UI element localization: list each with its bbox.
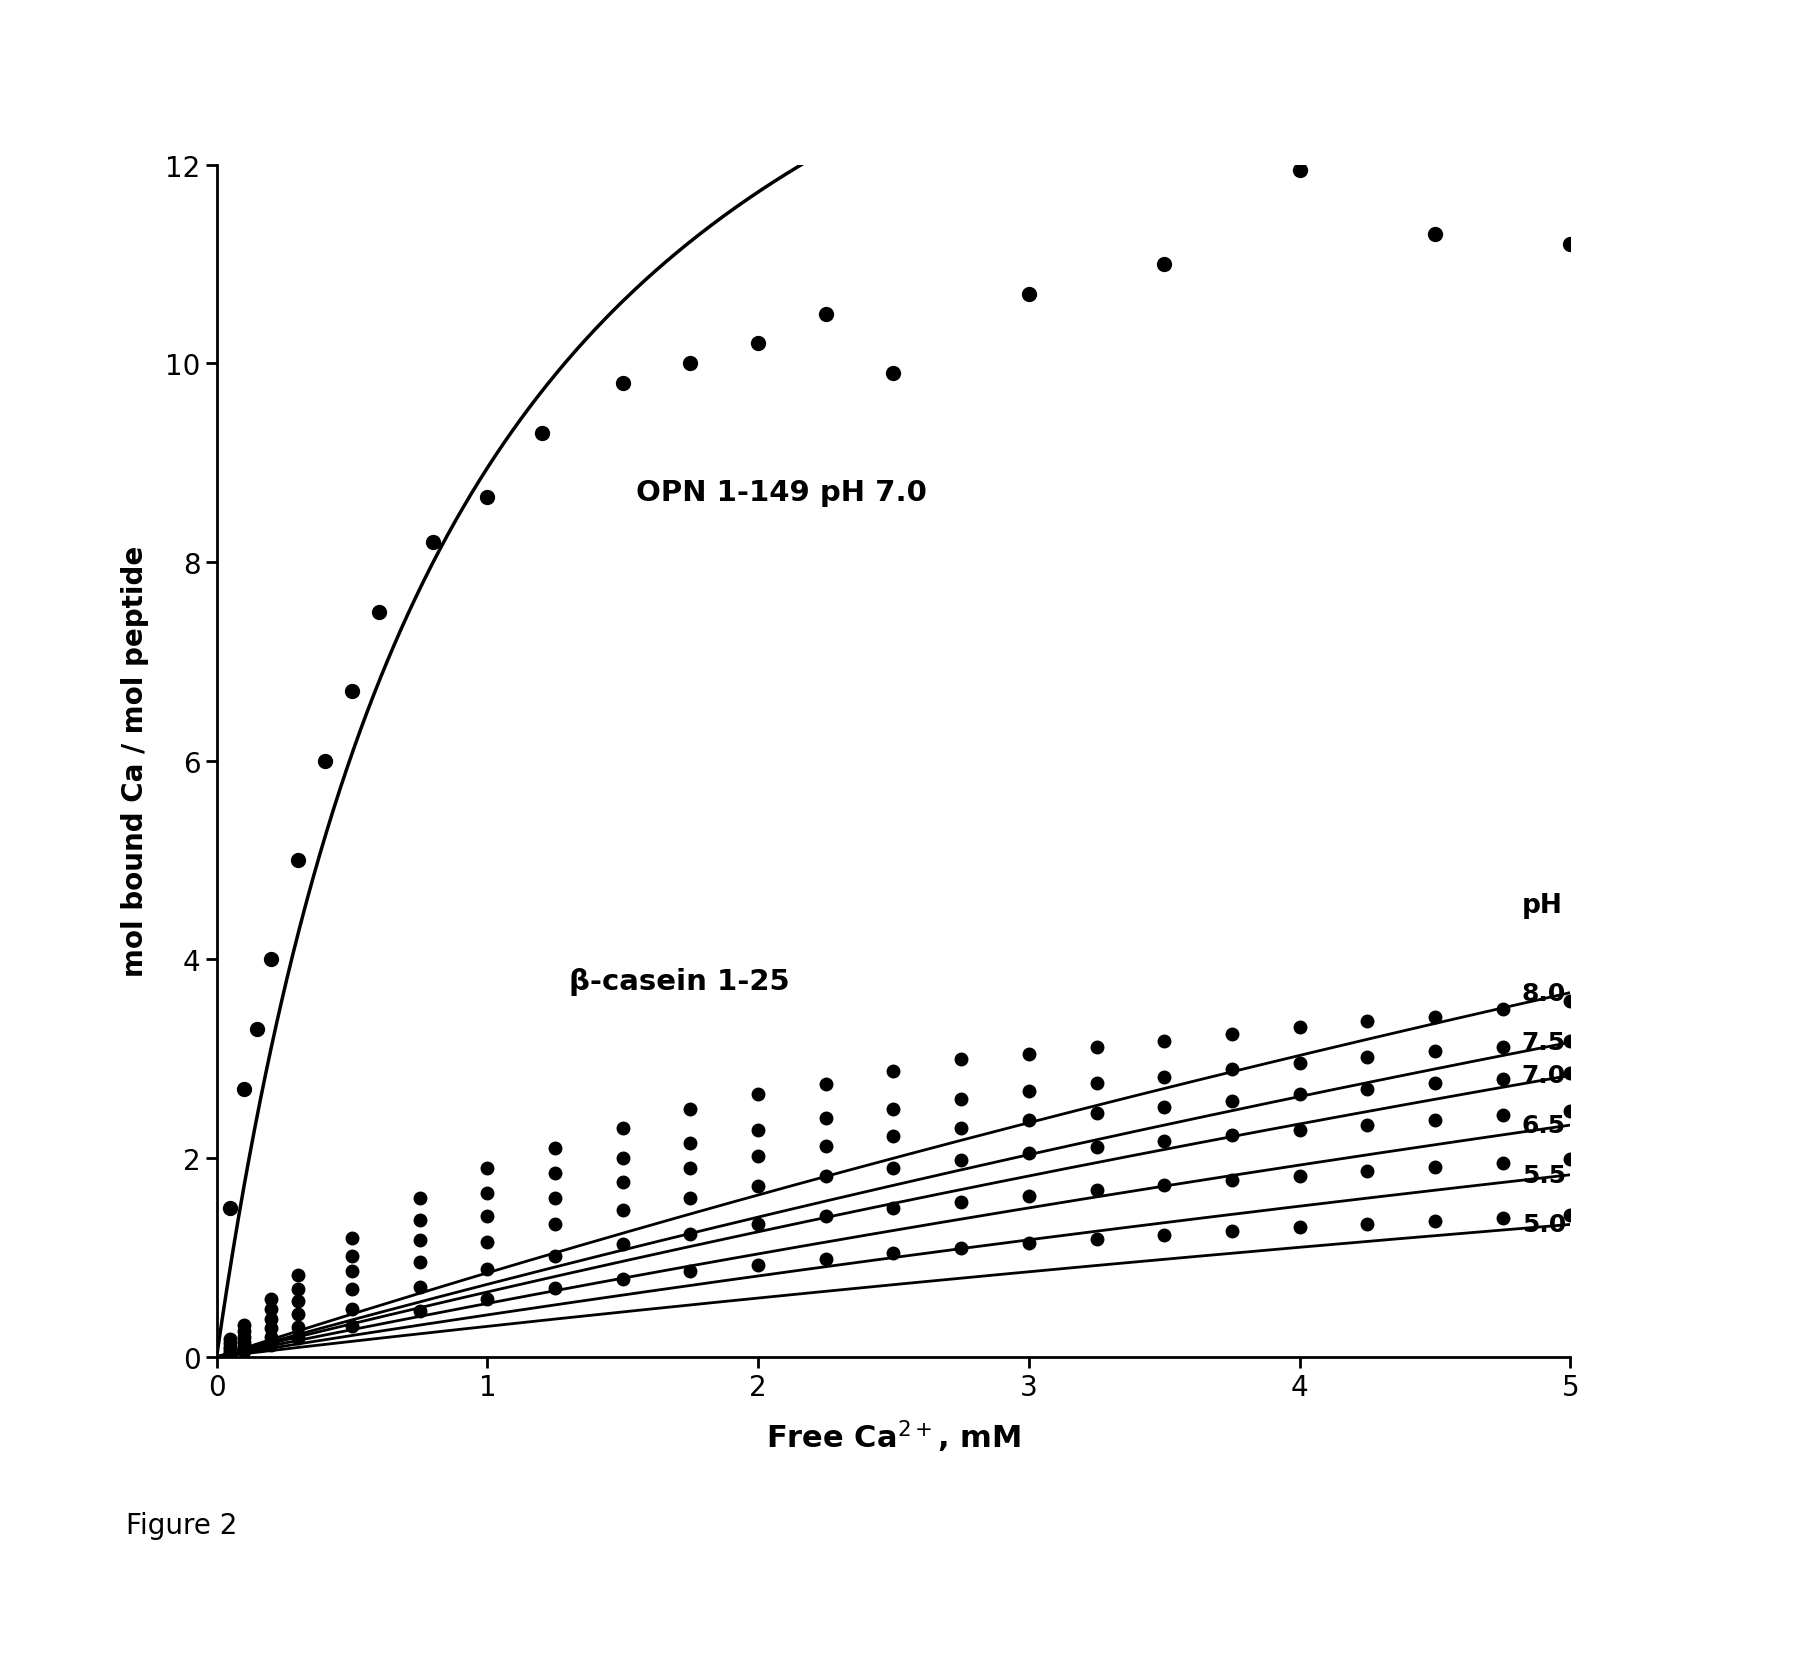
Text: 6.5: 6.5 [1522, 1114, 1565, 1137]
Y-axis label: mol bound Ca / mol peptide: mol bound Ca / mol peptide [121, 546, 148, 976]
Text: 7.0: 7.0 [1522, 1064, 1567, 1087]
Text: β-casein 1-25: β-casein 1-25 [569, 968, 789, 996]
Text: 5.0: 5.0 [1522, 1213, 1567, 1236]
X-axis label: Free Ca$^{2+}$, mM: Free Ca$^{2+}$, mM [765, 1418, 1022, 1455]
Text: 7.5: 7.5 [1522, 1031, 1565, 1054]
Text: pH: pH [1522, 892, 1563, 919]
Text: 8.0: 8.0 [1522, 981, 1567, 1005]
Text: 5.5: 5.5 [1522, 1163, 1565, 1187]
Text: OPN 1-149 pH 7.0: OPN 1-149 pH 7.0 [637, 480, 928, 506]
Text: Figure 2: Figure 2 [126, 1511, 238, 1539]
